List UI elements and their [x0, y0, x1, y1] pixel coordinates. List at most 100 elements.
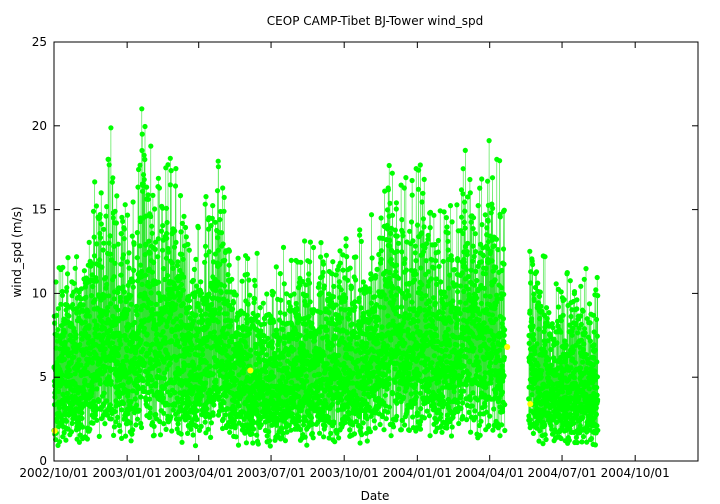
data-point	[342, 307, 348, 313]
data-point	[86, 333, 92, 339]
data-point	[64, 285, 70, 291]
data-point	[139, 131, 145, 137]
data-point	[258, 422, 264, 428]
data-point	[331, 283, 337, 289]
data-point	[435, 338, 441, 345]
data-point	[278, 297, 284, 303]
data-point	[491, 243, 497, 249]
data-point	[303, 292, 310, 299]
data-point	[227, 323, 233, 329]
data-point	[180, 287, 186, 293]
data-point	[425, 232, 431, 238]
data-point	[501, 261, 507, 267]
data-point	[104, 308, 111, 314]
data-point	[71, 387, 77, 393]
data-point	[527, 308, 533, 314]
data-point	[130, 199, 136, 205]
data-point	[501, 354, 507, 360]
data-point	[172, 389, 178, 396]
data-point	[162, 276, 168, 283]
data-point	[93, 278, 100, 284]
data-point	[324, 327, 330, 333]
data-point	[64, 390, 70, 396]
data-point	[118, 333, 124, 339]
data-point	[350, 422, 356, 428]
data-point	[141, 360, 148, 366]
data-point	[405, 381, 411, 387]
data-point	[165, 402, 171, 408]
data-point	[150, 341, 156, 347]
data-point	[250, 440, 256, 446]
data-point	[144, 331, 150, 337]
data-point	[418, 418, 424, 424]
data-point	[461, 363, 467, 369]
data-point	[215, 389, 221, 395]
data-point	[254, 368, 260, 374]
data-point	[388, 337, 394, 343]
data-point	[244, 320, 250, 326]
data-point	[423, 293, 429, 299]
data-point	[209, 215, 215, 221]
data-point	[193, 423, 199, 429]
data-point	[385, 343, 391, 349]
data-point	[263, 352, 270, 358]
data-point	[118, 272, 124, 278]
data-point	[112, 208, 118, 214]
data-point	[159, 247, 166, 253]
data-point	[196, 326, 202, 332]
data-point	[402, 256, 408, 262]
data-point	[225, 272, 231, 278]
data-point	[408, 391, 414, 397]
data-point	[445, 230, 451, 236]
data-point	[213, 377, 219, 383]
data-point	[248, 347, 254, 353]
data-point	[78, 286, 84, 292]
data-point	[139, 268, 145, 274]
data-point	[375, 355, 381, 361]
data-point	[535, 280, 541, 286]
data-point	[128, 438, 134, 444]
data-point	[381, 427, 387, 433]
data-point	[497, 158, 503, 164]
data-point	[318, 290, 325, 296]
data-point	[358, 425, 364, 431]
data-point	[74, 254, 80, 260]
data-point	[337, 260, 343, 266]
data-point	[61, 429, 67, 436]
data-point	[456, 420, 462, 427]
data-point	[250, 418, 256, 424]
data-point	[277, 361, 283, 367]
data-point	[304, 378, 310, 384]
data-point	[79, 410, 85, 416]
data-point	[266, 438, 273, 444]
data-point	[207, 363, 213, 369]
data-point	[357, 440, 363, 446]
data-point	[388, 433, 394, 439]
data-point	[481, 335, 487, 341]
data-point	[186, 247, 192, 253]
data-point	[86, 313, 92, 319]
data-point	[243, 343, 249, 349]
data-point	[363, 430, 370, 436]
data-point	[169, 428, 175, 434]
data-point	[107, 233, 113, 239]
data-point	[281, 281, 287, 287]
data-point	[363, 354, 369, 360]
data-point	[80, 302, 86, 308]
data-point	[125, 325, 132, 331]
data-point	[307, 353, 313, 359]
data-point	[129, 431, 135, 437]
data-point	[477, 185, 483, 191]
data-point	[111, 296, 117, 302]
data-point	[186, 297, 193, 304]
data-point	[382, 355, 388, 361]
data-point	[448, 433, 455, 439]
data-point	[223, 367, 229, 373]
data-point	[312, 338, 318, 344]
data-point	[90, 386, 96, 393]
data-point	[181, 213, 187, 219]
data-point	[86, 356, 92, 362]
data-point	[226, 248, 232, 254]
data-point	[332, 439, 338, 445]
data-point	[124, 311, 130, 317]
